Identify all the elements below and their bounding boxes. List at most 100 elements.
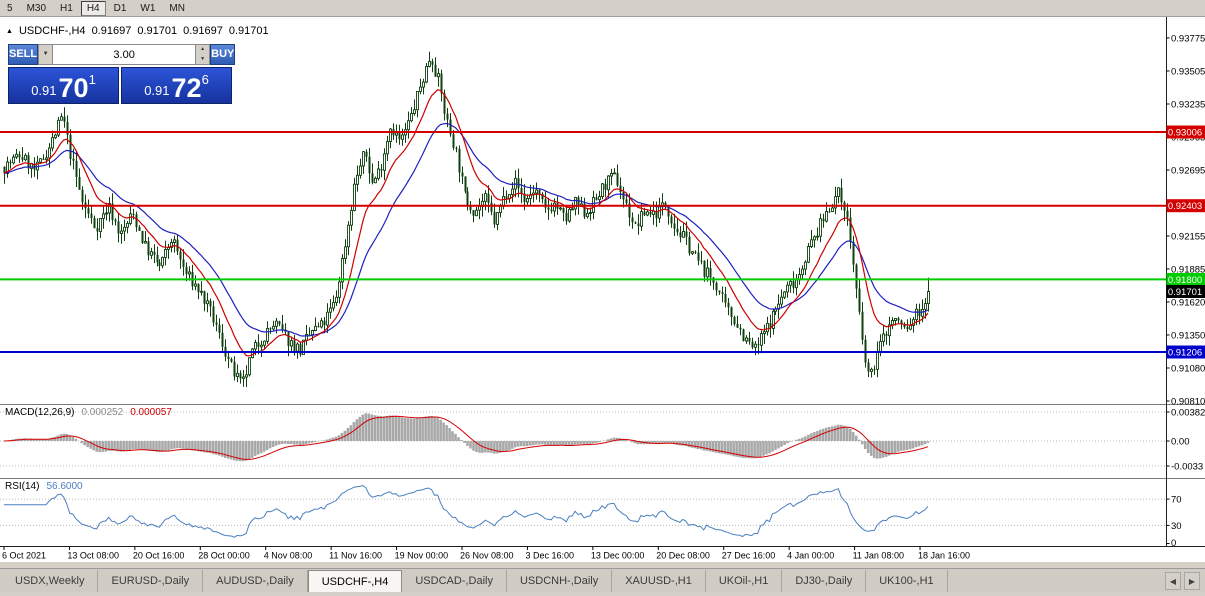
chart-tab-xauusd-h1[interactable]: XAUUSD-,H1 (612, 570, 706, 592)
svg-text:0.91620: 0.91620 (1171, 298, 1205, 309)
rsi-label: RSI(14) 56.6000 (5, 481, 83, 492)
sell-button[interactable]: SELL (8, 44, 39, 65)
timeframe-button-h4[interactable]: H4 (80, 0, 106, 16)
chart-background (0, 17, 1205, 562)
svg-text:0.93505: 0.93505 (1171, 67, 1205, 78)
svg-text:18 Jan 16:00: 18 Jan 16:00 (918, 551, 970, 561)
svg-text:0.93235: 0.93235 (1171, 100, 1205, 111)
lot-decrease-button[interactable]: ▼ (196, 54, 210, 64)
macd-signal-line (3, 415, 929, 460)
sell-price-display[interactable]: 0.91 70 1 (8, 67, 119, 104)
svg-text:0.91701: 0.91701 (1168, 287, 1202, 298)
quote-low: 0.91697 (183, 25, 223, 37)
rsi-value: 56.6000 (46, 481, 83, 492)
quote-high: 0.91701 (137, 25, 178, 37)
sell-price-prefix: 0.91 (31, 83, 57, 98)
sell-price-pip: 1 (88, 72, 96, 87)
svg-text:0.91350: 0.91350 (1171, 331, 1205, 342)
svg-text:11 Jan 08:00: 11 Jan 08:00 (853, 551, 904, 561)
chart-tab-usdcnh-daily[interactable]: USDCNH-,Daily (507, 570, 613, 592)
buy-price-display[interactable]: 0.91 72 6 (121, 67, 232, 104)
svg-text:0.91885: 0.91885 (1171, 265, 1205, 276)
svg-text:27 Dec 16:00: 27 Dec 16:00 (722, 551, 776, 561)
lot-increase-button[interactable]: ▲ (196, 45, 210, 55)
chart-tab-ukoil-h1[interactable]: UKOil-,H1 (706, 570, 783, 592)
macd-name: MACD(12,26,9) (5, 407, 75, 418)
svg-text:70: 70 (1171, 495, 1182, 506)
quote-close: 0.91701 (228, 25, 269, 37)
chart-marker-icon: ▲ (6, 27, 13, 35)
svg-text:20 Dec 08:00: 20 Dec 08:00 (656, 551, 710, 561)
lot-dropdown-button[interactable]: ▼ (38, 44, 54, 65)
svg-text:13 Dec 00:00: 13 Dec 00:00 (591, 551, 645, 561)
svg-text:-0.0033: -0.0033 (1171, 462, 1203, 473)
price-badge-0.92403: 0.92403 (1166, 199, 1205, 213)
tabs-scroll-right-icon[interactable]: ▶ (1184, 572, 1200, 590)
timeframe-button-m30[interactable]: M30 (26, 2, 47, 14)
timeframe-toolbar: 5 M30 H1 H4 D1 W1 MN (0, 0, 1205, 17)
timeframe-button-w1[interactable]: W1 (140, 2, 156, 14)
svg-text:19 Nov 00:00: 19 Nov 00:00 (395, 551, 449, 561)
chart-area: 0.937750.935050.932350.929650.926950.924… (0, 17, 1205, 562)
chart-tab-usdcad-daily[interactable]: USDCAD-,Daily (402, 570, 507, 592)
quote-symbol: USDCHF-,H4 (18, 25, 86, 37)
chart-tab-usdx-weekly[interactable]: USDX,Weekly (2, 570, 99, 592)
lot-size-group: ▼ ▲ ▼ (38, 44, 211, 65)
price-badge-0.91206: 0.91206 (1166, 345, 1205, 359)
svg-text:11 Nov 16:00: 11 Nov 16:00 (329, 551, 382, 561)
chart-tab-dj30-daily[interactable]: DJ30-,Daily (782, 570, 867, 592)
ma-fast-line (3, 89, 929, 357)
svg-text:28 Oct 00:00: 28 Oct 00:00 (198, 551, 250, 561)
tabs-scroll-left-icon[interactable]: ◀ (1165, 572, 1181, 590)
timeframe-button-mn[interactable]: MN (169, 2, 185, 14)
svg-text:4 Nov 08:00: 4 Nov 08:00 (264, 551, 313, 561)
one-click-trading-panel: SELL ▼ ▲ ▼ BUY 0.91 70 1 0.91 72 6 (8, 44, 236, 104)
quote-open: 0.91697 (91, 25, 132, 37)
svg-text:3 Dec 16:00: 3 Dec 16:00 (525, 551, 574, 561)
svg-text:0.93006: 0.93006 (1168, 127, 1202, 138)
macd-main-value: 0.000252 (81, 407, 124, 418)
svg-text:0: 0 (1171, 538, 1176, 549)
svg-text:0.92403: 0.92403 (1168, 201, 1202, 212)
svg-text:0.90810: 0.90810 (1171, 397, 1205, 408)
rsi-name: RSI(14) (5, 481, 40, 492)
rsi-line (4, 485, 929, 538)
buy-price-pip: 6 (201, 72, 209, 87)
sell-price-big: 70 (58, 73, 89, 104)
time-axis-labels: 6 Oct 2021 13 Oct 08:00 20 Oct 16:00 28 Oct… (2, 546, 970, 561)
chart-tab-usdchf-h4[interactable]: USDCHF-,H4 (307, 570, 403, 592)
lot-spinner: ▲ ▼ (196, 44, 211, 65)
macd-label: MACD(12,26,9) 0.000252 0.000057 (5, 407, 172, 418)
chart-tab-eurusd-daily[interactable]: EURUSD-,Daily (98, 570, 204, 592)
svg-text:0.91080: 0.91080 (1171, 364, 1205, 375)
chart-tab-audusd-daily[interactable]: AUDUSD-,Daily (203, 570, 308, 592)
price-badge-0.93006: 0.93006 (1166, 125, 1205, 139)
lot-size-input[interactable] (53, 44, 197, 65)
macd-signal-value: 0.000057 (130, 407, 172, 418)
svg-text:0.93775: 0.93775 (1171, 34, 1205, 45)
price-chart-canvas[interactable]: 0.937750.935050.932350.929650.926950.924… (0, 17, 1205, 562)
timeframe-button-5[interactable]: 5 (7, 2, 13, 14)
ma-slow-line (3, 122, 929, 337)
svg-text:13 Oct 08:00: 13 Oct 08:00 (67, 551, 119, 561)
svg-text:0.92155: 0.92155 (1171, 232, 1205, 243)
timeframe-button-d1[interactable]: D1 (113, 2, 127, 14)
chart-tab-uk100-h1[interactable]: UK100-,H1 (866, 570, 948, 592)
buy-price-prefix: 0.91 (144, 83, 170, 98)
svg-text:0.00: 0.00 (1171, 437, 1190, 448)
svg-text:0.00382: 0.00382 (1171, 408, 1205, 419)
svg-text:30: 30 (1171, 521, 1182, 532)
tab-scroll-controls: ◀ ▶ (1160, 570, 1205, 592)
price-badge-0.91800: 0.91800 (1166, 272, 1205, 286)
svg-text:0.92695: 0.92695 (1171, 166, 1205, 177)
svg-text:26 Nov 08:00: 26 Nov 08:00 (460, 551, 514, 561)
current-price-badge: 0.91701 (1166, 285, 1205, 298)
timeframe-button-h1[interactable]: H1 (60, 2, 73, 14)
svg-text:0.91206: 0.91206 (1168, 347, 1202, 358)
quote-line: ▲ USDCHF-,H4 0.91697 0.91701 0.91697 0.9… (6, 25, 269, 37)
buy-price-big: 72 (171, 73, 202, 104)
buy-button[interactable]: BUY (210, 44, 236, 65)
svg-text:0.91800: 0.91800 (1168, 275, 1202, 286)
svg-text:4 Jan 00:00: 4 Jan 00:00 (787, 551, 834, 561)
